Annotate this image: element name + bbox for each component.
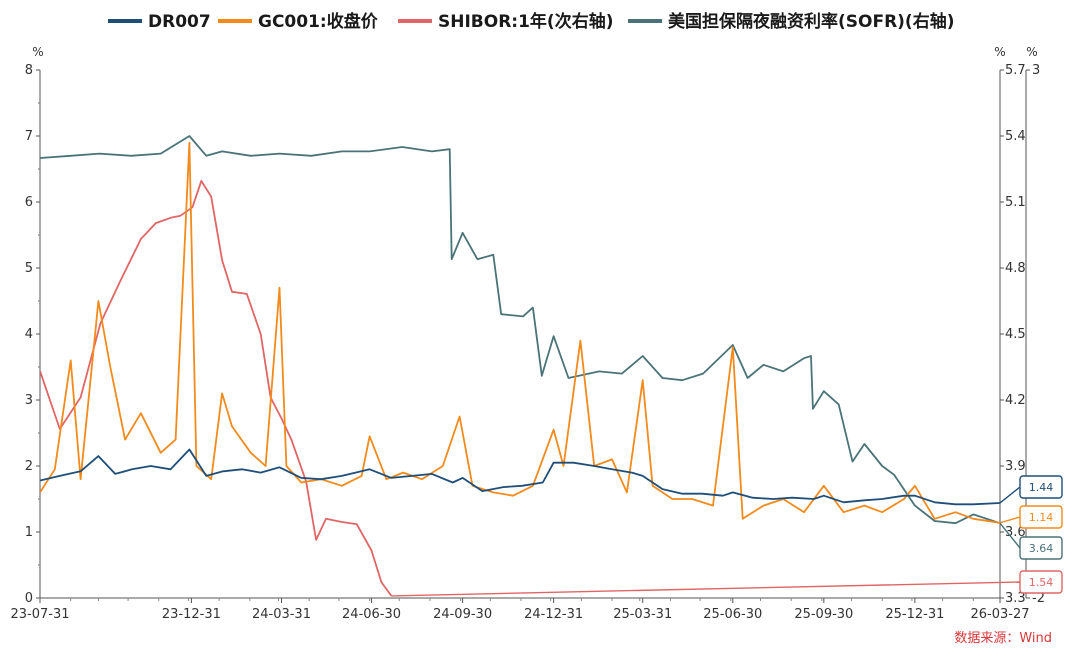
legend-label: DR007 [148, 12, 211, 32]
right-tick-label: 3.3 [1005, 591, 1026, 606]
end-label-box [1019, 505, 1063, 529]
source-note: 数据来源：Wind [954, 631, 1052, 646]
left-tick-label: 7 [25, 129, 33, 144]
legend-item-gc001: GC001:收盘价 [218, 11, 379, 32]
end-label-value: 1.14 [1029, 511, 1054, 524]
series-line-sofr [40, 135, 1001, 525]
legend-item-dr007: DR007 [108, 12, 211, 32]
end-label-box [1019, 475, 1063, 499]
left-axis-unit: % [32, 45, 43, 59]
x-tick-label: 23-12-31 [162, 607, 221, 622]
left-tick-label: 4 [25, 327, 33, 342]
plot-area [40, 135, 1001, 597]
x-tick-label: 24-06-30 [342, 607, 401, 622]
left-tick-label: 5 [25, 261, 33, 276]
left-tick-label: 2 [25, 459, 33, 474]
x-tick-label: 26-03-27 [970, 607, 1029, 622]
secondary-right-axis-unit: % [1026, 45, 1037, 59]
right-tick-label: 5.4 [1005, 129, 1026, 144]
legend-item-shibor-1: SHIBOR:1年(次右轴) [398, 11, 613, 32]
x-tick-label: 24-12-31 [524, 607, 583, 622]
right-tick-label: 4.8 [1005, 261, 1026, 276]
x-tick-label: 25-06-30 [703, 607, 762, 622]
end-value-label-sofr: 3.64 [999, 522, 1063, 560]
x-tick-label: 24-09-30 [433, 607, 492, 622]
end-label-value: 1.44 [1029, 481, 1054, 494]
end-value-label-dr007: 1.44 [999, 475, 1063, 504]
end-value-label-shibor-1: 1.54 [391, 570, 1063, 597]
end-label-value: 3.64 [1029, 542, 1054, 555]
legend-label: 美国担保隔夜融资利率(SOFR)(右轴) [668, 11, 954, 32]
left-tick-label: 8 [25, 63, 33, 78]
x-tick-label: 23-07-31 [10, 607, 69, 622]
x-tick-label: 25-03-31 [613, 607, 672, 622]
end-label-leader [391, 581, 1021, 597]
right-tick-label: 5.1 [1005, 195, 1026, 210]
right-tick-label: 4.5 [1005, 327, 1026, 342]
right-tick-label: 4.2 [1005, 393, 1026, 408]
legend-label: SHIBOR:1年(次右轴) [438, 11, 613, 32]
end-label-box [1019, 536, 1063, 560]
x-tick-label: 25-09-30 [794, 607, 853, 622]
legend-label: GC001:收盘价 [258, 11, 379, 32]
end-label-leader [999, 522, 1021, 549]
secondary-right-tick-label: 3 [1032, 63, 1040, 78]
left-tick-label: 3 [25, 393, 33, 408]
x-tick-label: 24-03-31 [252, 607, 311, 622]
left-tick-label: 1 [25, 525, 33, 540]
right-axis-unit: % [994, 45, 1005, 59]
left-tick-label: 6 [25, 195, 33, 210]
series-line-gc001 [40, 141, 1001, 524]
x-tick-label: 25-12-31 [885, 607, 944, 622]
series-line-dr007 [40, 448, 1001, 506]
end-label-box [1019, 570, 1063, 594]
legend-item-sofr: 美国担保隔夜融资利率(SOFR)(右轴) [628, 11, 954, 32]
legend: DR007 GC001:收盘价 SHIBOR:1年(次右轴) 美国担保隔夜融资利率(S… [108, 11, 954, 32]
left-tick-label: 0 [25, 591, 33, 606]
axes: %% %0123456783.33.63.94.24.54.85.15.45.7-… [10, 45, 1044, 622]
end-label-value: 1.54 [1029, 576, 1054, 589]
secondary-right-tick-label: -2 [1032, 591, 1045, 606]
end-value-label-gc001: 1.14 [999, 505, 1063, 529]
right-tick-label: 3.9 [1005, 459, 1026, 474]
right-tick-label: 5.7 [1005, 63, 1026, 78]
end-value-labels: 1.44 1.14 3.64 1.54 [391, 475, 1063, 597]
end-label-leader [999, 486, 1021, 504]
end-label-leader [999, 516, 1021, 524]
series-line-shibor-1 [40, 180, 393, 597]
